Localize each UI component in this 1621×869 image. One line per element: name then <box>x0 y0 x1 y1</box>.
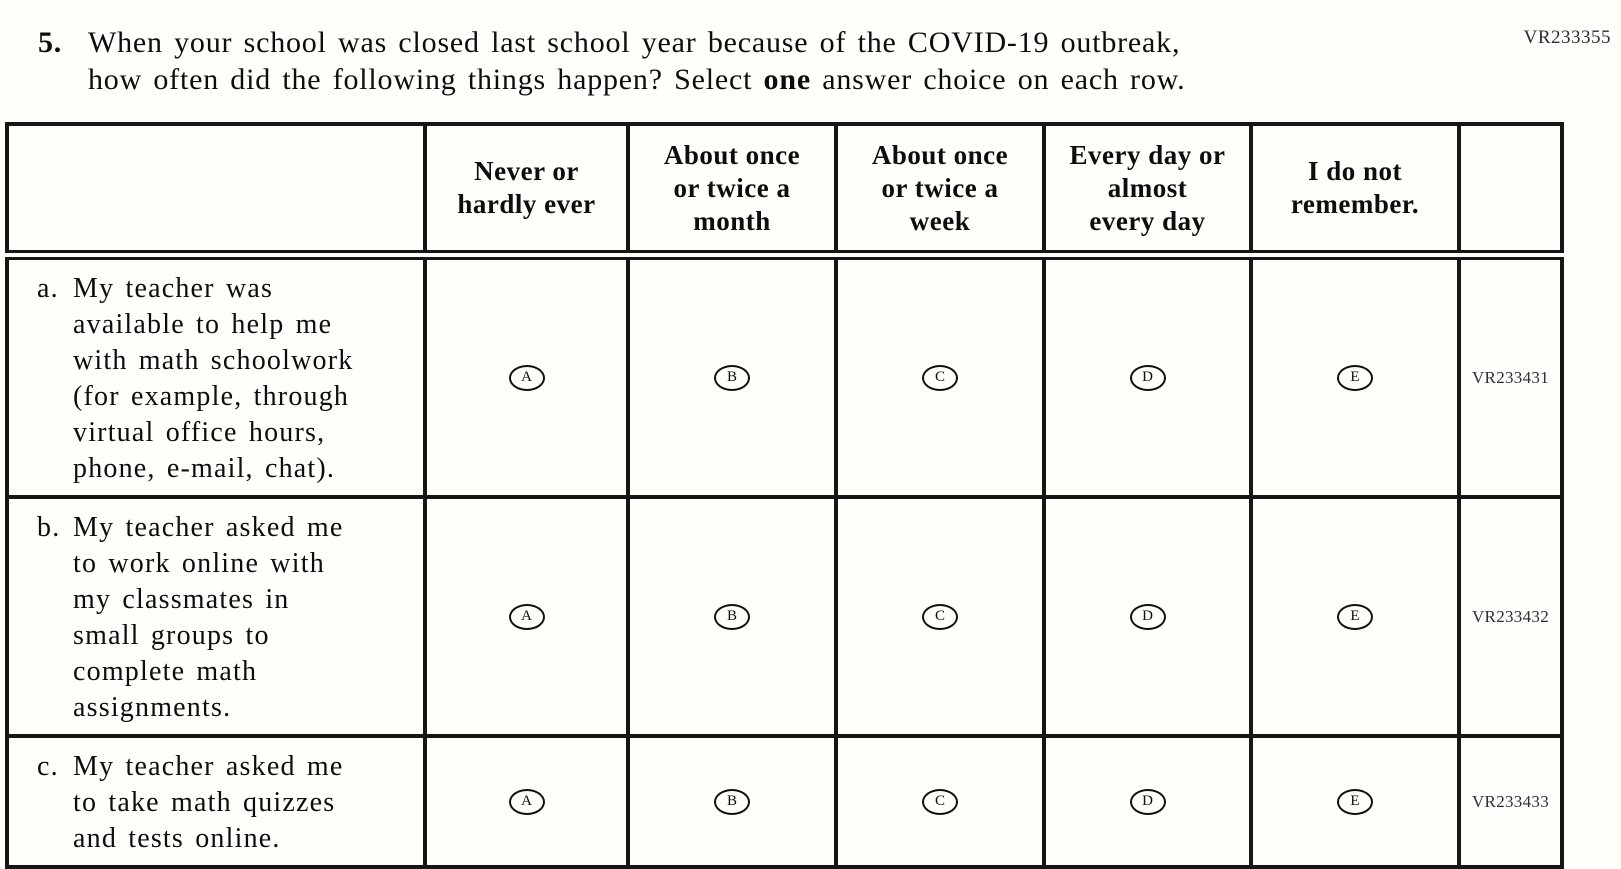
row-c-statement: c. My teacher asked me to take math quiz… <box>5 734 427 869</box>
row-a-bubble-c[interactable]: C <box>922 364 958 391</box>
table-row-c: c. My teacher asked me to take math quiz… <box>5 734 1564 869</box>
question-number: 5. <box>38 26 63 59</box>
page-code: VR233355 <box>1523 27 1611 48</box>
row-a-letter: a. <box>37 273 59 304</box>
row-c-code: VR233433 <box>1457 734 1564 869</box>
header-blank-code <box>1457 122 1564 260</box>
row-a-statement: a. My teacher was available to help me w… <box>5 253 427 499</box>
survey-page: VR233355 5. When your school was closed … <box>0 24 1621 869</box>
row-a-text: My teacher was available to help me with… <box>73 273 354 484</box>
header-once-twice-week: About once or twice a week <box>834 122 1046 260</box>
row-b-bubble-b[interactable]: B <box>714 603 750 630</box>
header-blank-stimulus <box>5 122 427 260</box>
question-line-1: When your school was closed last school … <box>88 26 1181 59</box>
row-b-letter: b. <box>37 512 61 543</box>
header-do-not-remember: I do not remember. <box>1249 122 1461 260</box>
header-once-twice-month: About once or twice a month <box>626 122 838 260</box>
row-a-bubble-e[interactable]: E <box>1337 364 1373 391</box>
row-c-bubble-d[interactable]: D <box>1129 788 1166 815</box>
header-every-day: Every day or almost every day <box>1042 122 1253 260</box>
row-b-bubble-e[interactable]: E <box>1337 603 1373 630</box>
row-c-bubble-e[interactable]: E <box>1337 788 1373 815</box>
row-c-bubble-c[interactable]: C <box>922 788 958 815</box>
response-grid: Never or hardly ever About once or twice… <box>5 122 1564 869</box>
table-row-a: a. My teacher was available to help me w… <box>5 253 1564 499</box>
row-b-text: My teacher asked me to work online with … <box>73 512 344 723</box>
row-b-bubble-d[interactable]: D <box>1129 603 1166 630</box>
question-block: 5. When your school was closed last scho… <box>38 24 1621 98</box>
row-c-text: My teacher asked me to take math quizzes… <box>73 751 344 854</box>
row-a-code: VR233431 <box>1457 253 1564 499</box>
table-row-b: b. My teacher asked me to work online wi… <box>5 495 1564 738</box>
question-text: When your school was closed last school … <box>88 24 1185 98</box>
header-row: Never or hardly ever About once or twice… <box>5 122 1564 260</box>
row-c-bubble-a[interactable]: A <box>508 788 545 815</box>
row-a-bubble-b[interactable]: B <box>714 364 750 391</box>
row-c-bubble-b[interactable]: B <box>714 788 750 815</box>
question-line-2: how often did the following things happe… <box>88 63 1186 96</box>
question-bold-word: one <box>763 63 811 96</box>
row-b-statement: b. My teacher asked me to work online wi… <box>5 495 427 738</box>
row-a-bubble-a[interactable]: A <box>508 364 545 391</box>
header-never: Never or hardly ever <box>423 122 630 260</box>
row-b-code: VR233432 <box>1457 495 1564 738</box>
row-b-bubble-c[interactable]: C <box>922 603 958 630</box>
row-c-letter: c. <box>37 751 59 782</box>
row-a-bubble-d[interactable]: D <box>1129 364 1166 391</box>
row-b-bubble-a[interactable]: A <box>508 603 545 630</box>
